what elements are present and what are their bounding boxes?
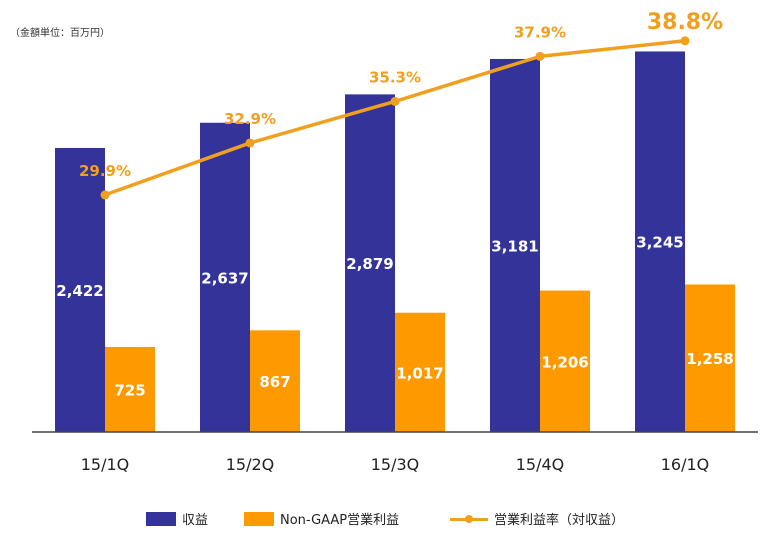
revenue-value-label: 3,181 — [491, 237, 538, 255]
margin-point — [245, 138, 255, 148]
profit-value-label: 867 — [259, 373, 290, 391]
revenue-value-label: 2,637 — [201, 269, 248, 287]
margin-point — [535, 51, 545, 61]
margin-value-label: 35.3% — [369, 68, 421, 86]
profit-value-label: 1,017 — [396, 364, 443, 382]
legend: 収益 Non-GAAP営業利益 営業利益率（対収益） — [0, 509, 766, 531]
margin-point — [100, 190, 110, 200]
legend-item-revenue: 収益 — [146, 509, 208, 528]
chart: 2,422 725 2,637 867 2,879 1,017 3,181 1,206 3,24… — [32, 10, 758, 474]
legend-label-revenue: 収益 — [182, 513, 209, 528]
legend-label-margin: 営業利益率（対収益） — [494, 513, 625, 528]
margin-point — [390, 96, 400, 106]
profit-bar — [395, 312, 445, 432]
x-tick-label: 15/3Q — [371, 455, 420, 474]
legend-item-margin: 営業利益率（対収益） — [450, 509, 624, 528]
revenue-bar — [635, 51, 685, 432]
x-tick-label: 15/1Q — [81, 455, 130, 474]
margin-value-label: 38.8% — [647, 10, 723, 35]
profit-bar — [540, 290, 590, 432]
profit-value-label: 1,258 — [686, 350, 733, 368]
margin-value-label: 37.9% — [514, 23, 566, 41]
revenue-value-label: 2,422 — [56, 282, 103, 300]
profit-bar — [685, 284, 735, 432]
margin-value-label: 29.9% — [79, 162, 131, 180]
unit-note: （金額単位：百万円） — [10, 28, 110, 39]
profit-value-label: 1,206 — [541, 353, 588, 371]
revenue-value-label: 2,879 — [346, 255, 393, 273]
revenue-bar — [490, 58, 540, 433]
revenue-bar — [200, 122, 250, 432]
legend-swatch-revenue — [146, 511, 176, 526]
margin-point — [680, 36, 690, 46]
x-tick-label: 16/1Q — [661, 455, 710, 474]
profit-value-label: 725 — [114, 381, 145, 399]
margin-value-label: 32.9% — [224, 110, 276, 128]
legend-label-profit: Non-GAAP営業利益 — [280, 513, 400, 528]
revenue-value-label: 3,245 — [636, 234, 683, 252]
x-tick-label: 15/2Q — [226, 455, 275, 474]
legend-swatch-margin — [450, 512, 488, 526]
profit-bar — [105, 346, 155, 432]
legend-item-profit: Non-GAAP営業利益 — [244, 509, 399, 528]
revenue-bar — [55, 147, 105, 432]
profit-bar — [250, 330, 300, 432]
revenue-bar — [345, 94, 395, 432]
legend-swatch-profit — [244, 511, 274, 526]
x-tick-label: 15/4Q — [516, 455, 565, 474]
